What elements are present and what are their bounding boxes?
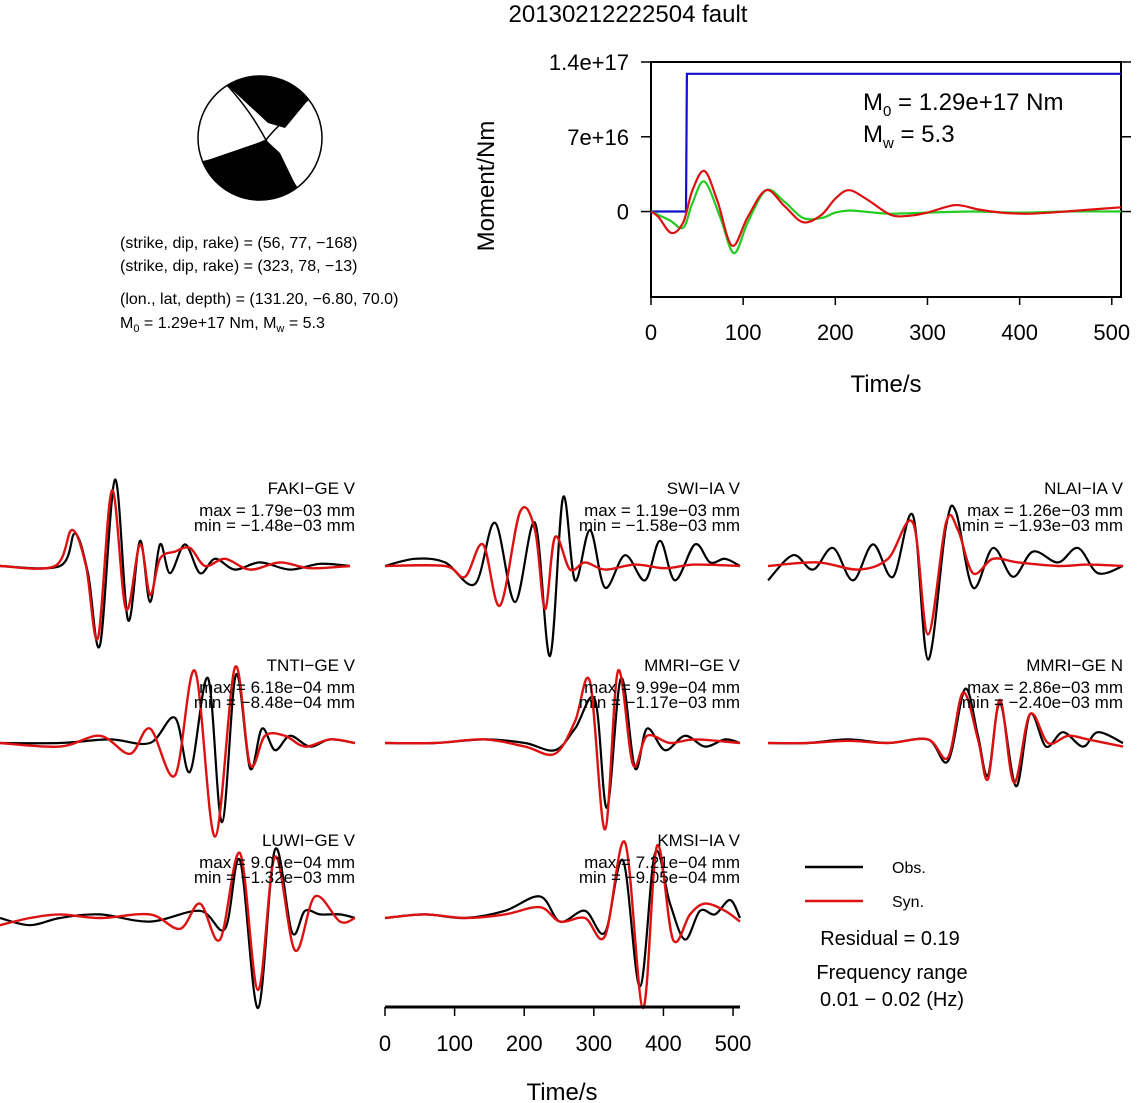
observed-waveform	[384, 849, 741, 988]
waveform-time-axis: Time/s 0 100 200 300 400 500	[379, 1005, 752, 1103]
moment-x-tick-label: 200	[817, 320, 854, 345]
synthetic-waveform	[0, 489, 351, 641]
m0-value: = 1.29e+17 Nm	[891, 89, 1063, 116]
station-min: min = −1.93e−03 mm	[962, 516, 1123, 535]
m0-subscript: 0	[883, 103, 891, 120]
moment-axes: 0 100 200 300 400 500 0 7e+16 1.4e+17	[549, 50, 1131, 345]
frequency-range-label: Frequency range	[816, 962, 967, 984]
m0-symbol: M	[120, 315, 133, 332]
mw-subscript: w	[882, 135, 894, 152]
synthetic-waveform	[0, 851, 356, 992]
station-min: min = −1.17e−03 mm	[579, 693, 740, 712]
station-label: FAKI−GE V	[268, 479, 356, 498]
m0-symbol: M	[863, 89, 883, 116]
cumulative-moment-line	[651, 72, 1121, 213]
mw-value: = 5.3	[284, 315, 325, 332]
m0-value: = 1.29e+17 Nm, M	[139, 315, 276, 332]
moment-x-tick-label: 100	[725, 320, 762, 345]
observed-waveform	[384, 677, 741, 809]
residual-text: Residual = 0.19	[820, 928, 960, 950]
station-label: NLAI−IA V	[1044, 479, 1124, 498]
moment-m0-annotation: M0 = 1.29e+17 Nm	[863, 89, 1063, 120]
waveform-x-tick-label: 100	[436, 1031, 473, 1056]
moment-mw-annotation: Mw = 5.3	[863, 121, 955, 152]
station-max: max = 2.86e−03 mm	[967, 678, 1123, 697]
moment-rate-line	[650, 180, 1122, 255]
waveform-x-tick-label: 300	[575, 1031, 612, 1056]
station-label: MMRI−GE V	[644, 656, 741, 675]
station-label: MMRI−GE N	[1026, 656, 1123, 675]
moment-plot: 0 100 200 300 400 500 0 7e+16 1.4e+17 Time/s Mom…	[473, 50, 1131, 398]
station-min: min = −8.48e−04 mm	[194, 693, 355, 712]
legend-obs-label: Obs.	[892, 860, 926, 877]
station-min: min = −1.32e−03 mm	[194, 868, 355, 887]
waveform-x-axis-label: Time/s	[526, 1079, 597, 1103]
moment-series	[650, 72, 1122, 255]
moment-x-axis-label: Time/s	[850, 371, 921, 398]
synthetic-waveform	[767, 514, 1124, 636]
waveform-x-tick-label: 400	[645, 1031, 682, 1056]
moment-y-tick-label: 1.4e+17	[549, 50, 629, 75]
station-max: max = 7.21e−04 mm	[584, 853, 740, 872]
moment-y-tick-label: 0	[617, 200, 629, 225]
mw-value: = 5.3	[894, 121, 955, 148]
nodal-plane-1: (strike, dip, rake) = (56, 77, −168)	[120, 235, 357, 252]
synthetic-waveform	[384, 506, 741, 611]
station-max: max = 6.18e−04 mm	[199, 678, 355, 697]
mw-subscript: w	[275, 323, 284, 335]
waveform-x-tick-label: 500	[715, 1031, 752, 1056]
moment-rate-line	[650, 169, 1122, 247]
legend-syn-label: Syn.	[892, 894, 924, 911]
event-location: (lon., lat, depth) = (131.20, −6.80, 70.…	[120, 291, 398, 308]
m0-subscript: 0	[133, 323, 139, 335]
station-label: TNTI−GE V	[267, 656, 356, 675]
observed-waveform	[0, 673, 356, 824]
station-min: min = −9.05e−04 mm	[579, 868, 740, 887]
moment-x-tick-label: 400	[1001, 320, 1038, 345]
synthetic-waveform	[384, 669, 741, 831]
station-max: max = 1.19e−03 mm	[584, 501, 740, 520]
station-min: min = −1.48e−03 mm	[194, 516, 355, 535]
moment-y-tick-label: 7e+16	[567, 125, 629, 150]
station-min: min = −1.58e−03 mm	[579, 516, 740, 535]
synthetic-waveform	[0, 665, 356, 838]
station-max: max = 9.99e−04 mm	[584, 678, 740, 697]
station-label: KMSI−IA V	[657, 831, 740, 850]
moment-plot-frame	[650, 61, 1122, 298]
observed-waveform	[0, 847, 356, 1010]
moment-x-tick-label: 300	[909, 320, 946, 345]
station-label: SWI−IA V	[667, 479, 741, 498]
station-min: min = −2.40e−03 mm	[962, 693, 1123, 712]
observed-waveform	[767, 504, 1124, 661]
moment-y-axis-label: Moment/Nm	[473, 121, 500, 252]
synthetic-waveform	[767, 691, 1124, 784]
station-label: LUWI−GE V	[262, 831, 356, 850]
figure-title: 20130212222504 fault	[509, 1, 748, 28]
synthetic-waveform	[384, 840, 741, 1010]
beachball-icon	[197, 75, 323, 201]
solution-text: (strike, dip, rake) = (56, 77, −168) (st…	[120, 235, 398, 335]
legend: Obs. Syn. Residual = 0.19 Frequency rang…	[805, 860, 968, 1011]
mw-symbol: M	[863, 121, 883, 148]
moment-x-tick-label: 0	[645, 320, 657, 345]
waveform-x-tick-label: 200	[506, 1031, 543, 1056]
waveform-x-tick-label: 0	[379, 1031, 391, 1056]
station-max: max = 1.26e−03 mm	[967, 501, 1123, 520]
moment-x-tick-label: 500	[1093, 320, 1130, 345]
frequency-range-value: 0.01 − 0.02 (Hz)	[820, 989, 964, 1011]
station-max: max = 9.01e−04 mm	[199, 853, 355, 872]
moment-magnitude-summary: M0 = 1.29e+17 Nm, Mw = 5.3	[120, 315, 325, 335]
station-max: max = 1.79e−03 mm	[199, 501, 355, 520]
nodal-plane-2: (strike, dip, rake) = (323, 78, −13)	[120, 258, 357, 275]
